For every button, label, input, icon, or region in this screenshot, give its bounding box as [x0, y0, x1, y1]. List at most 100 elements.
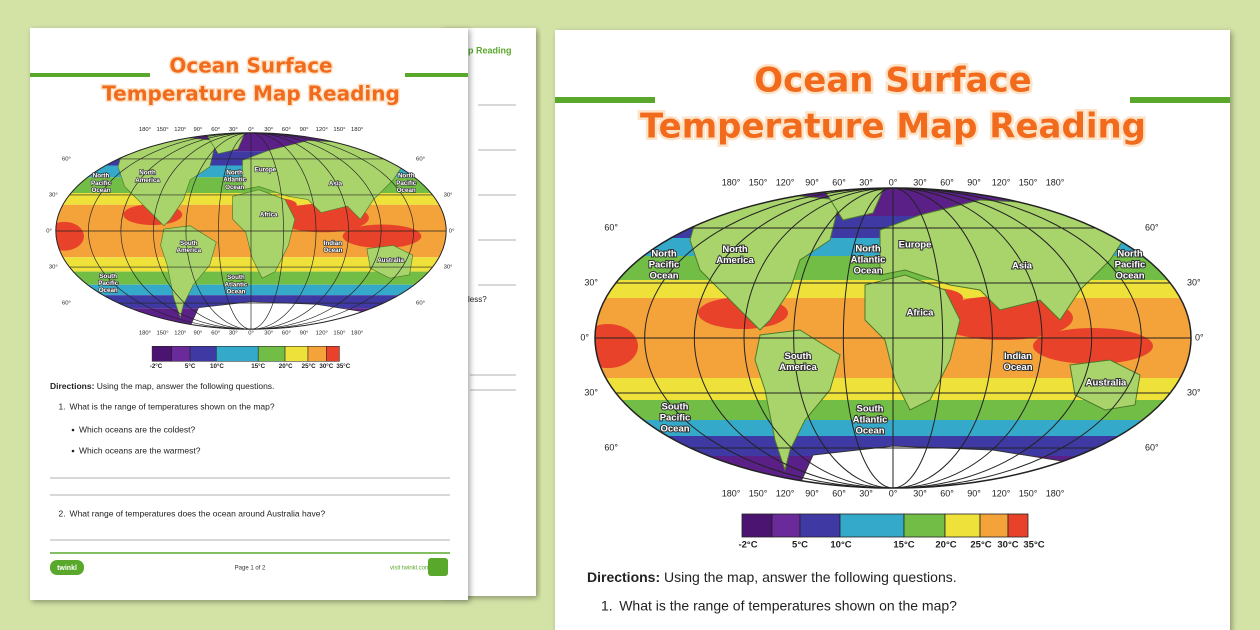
- legend-swatch: [741, 513, 773, 538]
- region-label: North: [93, 173, 110, 180]
- legend-swatch: [171, 346, 191, 362]
- longitude-label: 90°: [967, 177, 981, 187]
- latitude-label: 60°: [62, 157, 71, 163]
- map-body: [55, 132, 447, 330]
- badge: [428, 558, 448, 576]
- longitude-label: 150°: [1019, 177, 1038, 187]
- region-label: Europe: [255, 167, 277, 174]
- region-label: America: [716, 255, 754, 266]
- region-label: Africa: [907, 308, 935, 319]
- title: Temperature Map Reading: [640, 107, 1146, 147]
- region-label: North: [226, 169, 243, 176]
- longitude-label: 120°: [174, 127, 186, 133]
- region-label: South: [99, 273, 117, 280]
- region-label: South: [662, 402, 689, 413]
- longitude-label: 150°: [749, 488, 768, 498]
- region-label: Ocean: [99, 287, 118, 294]
- question-number: 1.: [59, 401, 66, 411]
- map-outline: [55, 132, 447, 330]
- directions-text: Using the map, answer the following ques…: [660, 569, 957, 585]
- land: [1069, 359, 1141, 411]
- latitude-label: 60°: [604, 222, 618, 232]
- legend-label: 30°C: [997, 540, 1018, 551]
- longitude-label: 0°: [248, 331, 254, 337]
- legend-swatch: [903, 513, 946, 538]
- sub-question: Which oceans are the coldest?: [79, 424, 196, 434]
- meridian: [120, 132, 382, 330]
- question-number: 1.: [601, 598, 613, 614]
- region-label: North: [1117, 249, 1143, 260]
- legend-label: -2°C: [150, 363, 163, 370]
- latitude-label: 60°: [604, 442, 618, 452]
- latitude-label: 30°: [444, 193, 453, 199]
- legend-label: 5°C: [792, 540, 808, 551]
- legend-swatch: [326, 346, 340, 362]
- longitude-label: 30°: [913, 177, 927, 187]
- legend-swatch: [944, 513, 981, 538]
- longitude-label: 180°: [722, 177, 741, 187]
- land: [879, 199, 1131, 321]
- region-label: North: [855, 244, 881, 255]
- directions: Directions: Using the map, answer the fo…: [50, 381, 274, 391]
- legend-label: 10°C: [830, 540, 851, 551]
- longitude-label: 30°: [913, 488, 927, 498]
- legend-label: 30°C: [319, 363, 333, 370]
- page-number: Page 1 of 2: [235, 566, 266, 572]
- region-label: Asia: [329, 180, 343, 187]
- map-outline: [594, 187, 1192, 489]
- longitude-label: 120°: [174, 331, 186, 337]
- directions-text: Using the map, answer the following ques…: [94, 381, 274, 391]
- meridian: [185, 132, 317, 330]
- title: Ocean Surface: [754, 61, 1032, 101]
- longitude-label: 60°: [940, 488, 954, 498]
- logo-text: twinkl: [57, 565, 77, 572]
- longitude-label: 60°: [211, 331, 220, 337]
- legend-swatch: [839, 513, 905, 538]
- meridian: [842, 188, 944, 488]
- warm-patch: [933, 296, 1073, 340]
- meridian: [153, 132, 349, 330]
- warm-patch: [1033, 328, 1153, 364]
- region-label: Pacific: [1115, 260, 1146, 271]
- longitude-label: 30°: [229, 127, 238, 133]
- region-label: Ocean: [226, 289, 245, 296]
- region-label: Australia: [377, 257, 404, 264]
- back-title: p Reading: [468, 45, 512, 55]
- longitude-label: 60°: [282, 127, 291, 133]
- question: What range of temperatures does the ocea…: [70, 508, 326, 518]
- legend-swatch: [257, 346, 286, 362]
- left-questions: Directions: Using the map, answer the fo…: [50, 381, 325, 518]
- site: visit twinkl.com: [390, 566, 430, 572]
- longitude-label: 60°: [211, 127, 220, 133]
- warm-patch: [277, 203, 369, 233]
- longitude-label: 180°: [1046, 488, 1065, 498]
- region-label: Ocean: [649, 271, 678, 282]
- longitude-label: 150°: [333, 127, 345, 133]
- region-label: Europe: [899, 240, 932, 251]
- longitude-label: 180°: [351, 331, 363, 337]
- region-label: America: [779, 362, 817, 373]
- question: What is the range of temperatures shown …: [70, 401, 275, 411]
- region-label: Pacific: [649, 260, 680, 271]
- latitude-label: 0°: [46, 229, 52, 235]
- longitude-label: 30°: [264, 127, 273, 133]
- directions-label: Directions:: [587, 569, 660, 585]
- legend-swatch: [216, 346, 259, 362]
- region-label: North: [651, 249, 677, 260]
- latitude-label: 60°: [1145, 442, 1159, 452]
- longitude-label: 30°: [859, 488, 873, 498]
- longitude-label: 150°: [156, 331, 168, 337]
- meridian: [88, 132, 414, 330]
- longitude-label: 120°: [776, 177, 795, 187]
- title: Ocean Surface: [169, 54, 332, 78]
- region-label: Asia: [1012, 261, 1033, 272]
- legend-label: 20°C: [935, 540, 956, 551]
- latitude-label: 30°: [49, 193, 58, 199]
- region-label: Atlantic: [853, 415, 888, 426]
- land: [864, 274, 961, 411]
- region-label: Atlantic: [223, 177, 246, 184]
- region-label: North: [722, 244, 748, 255]
- region-label: Australia: [1086, 378, 1127, 389]
- longitude-label: 180°: [1046, 177, 1065, 187]
